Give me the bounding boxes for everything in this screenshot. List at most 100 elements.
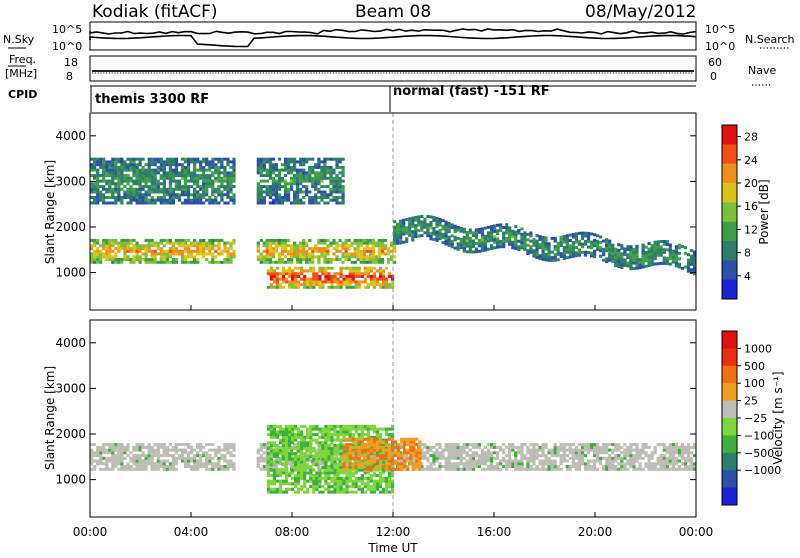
echo-cell — [520, 462, 523, 465]
echo-cell — [276, 433, 279, 436]
echo-cell — [309, 278, 312, 281]
echo-cell — [578, 454, 581, 457]
echo-cell — [154, 199, 157, 202]
echo-cell — [672, 446, 675, 449]
echo-cell — [205, 242, 208, 245]
echo-cell — [288, 482, 291, 485]
echo-cell — [308, 180, 311, 183]
echo-cell — [184, 158, 187, 161]
echo-cell — [360, 242, 363, 245]
echo-cell — [269, 244, 272, 247]
echo-cell — [288, 447, 291, 450]
echo-cell — [154, 465, 157, 468]
echo-cell — [178, 180, 181, 183]
echo-cell — [448, 222, 451, 225]
echo-cell — [411, 217, 414, 220]
echo-cell — [493, 465, 496, 468]
echo-cell — [358, 283, 361, 286]
echo-cell — [311, 185, 314, 188]
echo-cell — [346, 491, 349, 494]
echo-cell — [451, 454, 454, 457]
echo-cell — [355, 267, 358, 270]
echo-cell — [267, 474, 270, 477]
echo-cell — [602, 446, 605, 449]
echo-cell — [566, 248, 569, 251]
echo-cell — [545, 245, 548, 248]
echo-cell — [96, 174, 99, 177]
echo-cell — [620, 462, 623, 465]
echo-cell — [684, 460, 687, 463]
echo-cell — [554, 449, 557, 452]
echo-cell — [309, 447, 312, 450]
echo-cell — [193, 239, 196, 242]
echo-cell — [202, 242, 205, 245]
echo-cell — [490, 225, 493, 228]
echo-cell — [175, 446, 178, 449]
echo-cell — [560, 446, 563, 449]
echo-cell — [340, 272, 343, 275]
echo-cell — [369, 255, 372, 258]
echo-cell — [373, 275, 376, 278]
echo-cell — [378, 255, 381, 258]
echo-cell — [299, 188, 302, 191]
echo-cell — [312, 469, 315, 472]
echo-cell — [687, 259, 690, 262]
echo-cell — [611, 465, 614, 468]
echo-cell — [584, 468, 587, 471]
echo-cell — [96, 180, 99, 183]
echo-cell — [323, 242, 326, 245]
echo-cell — [214, 462, 217, 465]
echo-cell — [160, 158, 163, 161]
echo-cell — [93, 261, 96, 264]
echo-cell — [111, 462, 114, 465]
echo-cell — [306, 480, 309, 483]
echo-cell — [614, 446, 617, 449]
echo-cell — [323, 158, 326, 161]
echo-cell — [282, 482, 285, 485]
echo-cell — [296, 258, 299, 261]
echo-cell — [348, 258, 351, 261]
echo-cell — [605, 249, 608, 252]
echo-cell — [514, 451, 517, 454]
echo-cell — [208, 457, 211, 460]
echo-cell — [642, 246, 645, 249]
echo-cell — [303, 278, 306, 281]
echo-cell — [551, 237, 554, 240]
echo-cell — [151, 465, 154, 468]
echo-cell — [617, 443, 620, 446]
echo-cell — [123, 160, 126, 163]
echo-cell — [346, 283, 349, 286]
echo-cell — [226, 247, 229, 250]
echo-cell — [681, 267, 684, 270]
echo-cell — [481, 238, 484, 241]
echo-cell — [181, 244, 184, 247]
echo-cell — [120, 451, 123, 454]
echo-cell — [490, 457, 493, 460]
echo-cell — [638, 451, 641, 454]
echo-cell — [333, 430, 336, 433]
echo-cell — [299, 247, 302, 250]
echo-cell — [487, 468, 490, 471]
echo-cell — [169, 182, 172, 185]
echo-cell — [333, 280, 336, 283]
echo-cell — [208, 177, 211, 180]
echo-cell — [160, 239, 163, 242]
echo-cell — [293, 182, 296, 185]
echo-cell — [321, 491, 324, 494]
echo-cell — [327, 482, 330, 485]
echo-cell — [126, 193, 129, 196]
echo-cell — [223, 244, 226, 247]
echo-cell — [136, 196, 139, 199]
echo-cell — [445, 229, 448, 232]
echo-cell — [160, 443, 163, 446]
echo-cell — [472, 231, 475, 234]
echo-cell — [120, 180, 123, 183]
echo-cell — [196, 177, 199, 180]
echo-cell — [657, 254, 660, 257]
echo-cell — [472, 465, 475, 468]
echo-cell — [332, 180, 335, 183]
echo-cell — [202, 188, 205, 191]
echo-cell — [223, 468, 226, 471]
echo-cell — [460, 238, 463, 241]
echo-cell — [175, 242, 178, 245]
